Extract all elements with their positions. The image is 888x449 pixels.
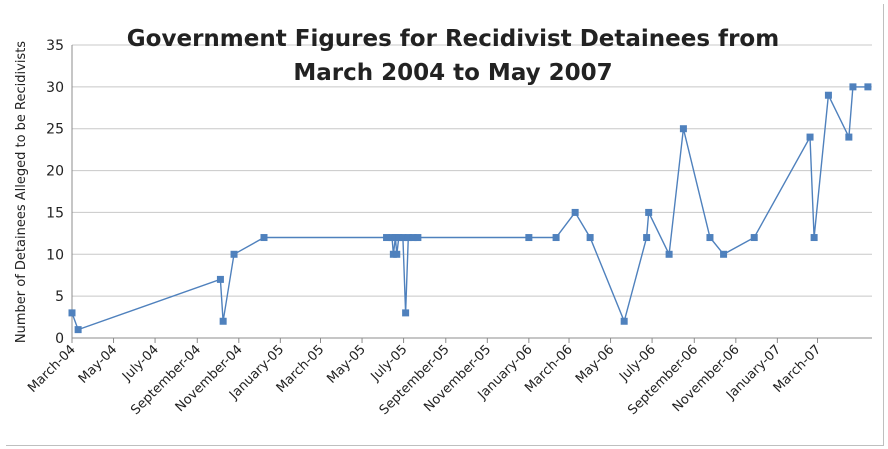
- data-series: [68, 83, 872, 334]
- data-point: [810, 234, 818, 242]
- y-tick-label: 20: [46, 164, 64, 180]
- x-tick-label: May-06: [573, 342, 617, 386]
- x-tick-label: May-04: [76, 342, 120, 386]
- data-point: [665, 250, 673, 258]
- y-tick-label: 35: [46, 38, 64, 54]
- y-tick-label: 25: [46, 122, 64, 138]
- data-point: [393, 250, 401, 258]
- y-tick-label: 10: [46, 247, 64, 263]
- data-point: [845, 133, 853, 141]
- data-point: [409, 234, 417, 242]
- y-tick-label: 0: [55, 331, 64, 347]
- series-line: [71, 86, 868, 331]
- data-point: [219, 317, 227, 325]
- data-point: [414, 234, 422, 242]
- data-point: [849, 83, 857, 91]
- grid-lines: [72, 44, 872, 297]
- data-point: [679, 125, 687, 133]
- chart-title-line-1: Government Figures for Recidivist Detain…: [127, 26, 779, 52]
- data-point: [864, 83, 872, 91]
- data-point: [552, 234, 560, 242]
- data-point: [643, 234, 651, 242]
- y-tick-label: 5: [55, 289, 64, 305]
- data-point: [68, 309, 76, 317]
- data-point: [720, 250, 728, 258]
- data-point: [586, 234, 594, 242]
- y-tick-labels: 0 5 10 15 20 25 30 35: [46, 38, 64, 347]
- data-point: [74, 326, 82, 334]
- y-tick-label: 30: [46, 80, 64, 96]
- x-tick-label: July-05: [368, 342, 411, 385]
- data-point: [571, 208, 579, 216]
- data-point: [706, 234, 714, 242]
- data-point: [230, 250, 238, 258]
- data-point: [525, 234, 533, 242]
- chart-title-line-2: March 2004 to May 2007: [293, 60, 612, 86]
- y-tick-label: 15: [46, 205, 64, 221]
- data-point: [750, 234, 758, 242]
- data-point: [402, 309, 410, 317]
- axes: [71, 45, 872, 343]
- data-point: [395, 234, 403, 242]
- data-point: [216, 275, 224, 283]
- data-point: [404, 234, 412, 242]
- x-tick-label: March-04: [25, 342, 79, 396]
- chart-frame: [6, 4, 884, 446]
- data-point: [806, 133, 814, 141]
- data-point: [383, 234, 391, 242]
- data-point: [620, 317, 628, 325]
- y-axis-label: Number of Detainees Alleged to be Recidi…: [14, 41, 29, 343]
- data-point: [260, 234, 268, 242]
- x-tick-label: July-04: [119, 342, 162, 385]
- x-tick-label: May-05: [324, 342, 368, 386]
- data-point: [645, 208, 653, 216]
- data-point: [824, 91, 832, 99]
- data-point: [399, 234, 407, 242]
- x-tick-label: July-06: [616, 342, 659, 385]
